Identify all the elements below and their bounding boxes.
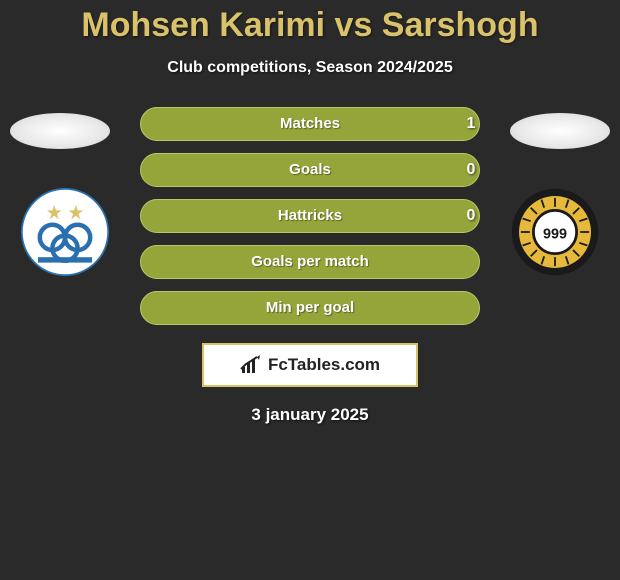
stat-label: Goals	[140, 153, 480, 187]
stat-right-value: 1	[456, 107, 486, 141]
brand-text: FcTables.com	[268, 355, 380, 375]
brand-badge: FcTables.com	[202, 343, 418, 387]
stat-label: Goals per match	[140, 245, 480, 279]
bar-chart-icon	[240, 355, 262, 375]
player-left-avatar	[10, 113, 110, 149]
club-logo-right: 999	[510, 187, 600, 277]
svg-text:999: 999	[543, 226, 567, 242]
stat-label: Min per goal	[140, 291, 480, 325]
stat-label: Hattricks	[140, 199, 480, 233]
stat-label: Matches	[140, 107, 480, 141]
stat-row-goals: Goals 0	[140, 153, 480, 187]
stat-row-min-per-goal: Min per goal	[140, 291, 480, 325]
date-label: 3 january 2025	[0, 405, 620, 425]
player-right-avatar	[510, 113, 610, 149]
stat-row-matches: Matches 1	[140, 107, 480, 141]
club-logo-left	[20, 187, 110, 277]
comparison-content: 999 Matches 1 Goals 0 Hattricks 0 Goals …	[0, 107, 620, 425]
stat-right-value: 0	[456, 153, 486, 187]
stat-row-hattricks: Hattricks 0	[140, 199, 480, 233]
page-title: Mohsen Karimi vs Sarshogh	[0, 0, 620, 45]
stat-right-value: 0	[456, 199, 486, 233]
stat-row-goals-per-match: Goals per match	[140, 245, 480, 279]
page-subtitle: Club competitions, Season 2024/2025	[0, 59, 620, 77]
